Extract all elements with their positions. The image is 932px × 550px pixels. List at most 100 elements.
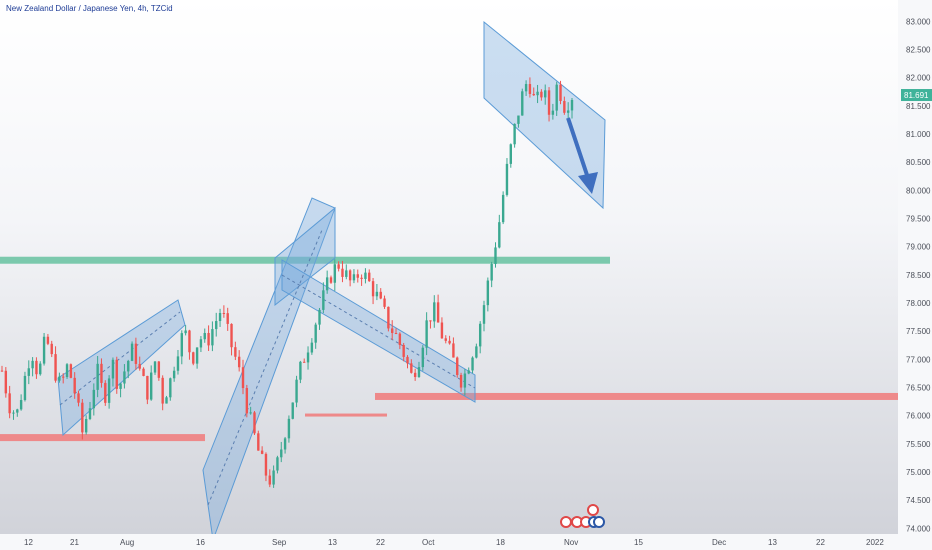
candle-body bbox=[413, 372, 417, 378]
candle-body bbox=[31, 360, 34, 369]
candle-body bbox=[195, 347, 199, 364]
candle-body bbox=[257, 433, 260, 451]
candle-body bbox=[77, 393, 80, 403]
candle-body bbox=[92, 389, 96, 409]
time-axis-label: 22 bbox=[816, 538, 825, 547]
candle-body bbox=[84, 418, 88, 433]
candle-body bbox=[69, 364, 73, 378]
candle-body bbox=[391, 328, 394, 334]
candle-body bbox=[50, 343, 53, 355]
candle-body bbox=[406, 356, 409, 364]
candle-body bbox=[563, 100, 566, 113]
candle-body bbox=[100, 363, 103, 383]
candle-body bbox=[482, 305, 486, 324]
candle-body bbox=[410, 363, 413, 373]
candle-body bbox=[138, 363, 141, 369]
candle-body bbox=[475, 346, 478, 358]
candle-body bbox=[521, 91, 524, 116]
candle-body bbox=[299, 361, 302, 380]
candle-body bbox=[486, 280, 490, 306]
candle-body bbox=[402, 345, 405, 357]
channel-midline bbox=[207, 229, 323, 506]
price-axis-label: 74.000 bbox=[906, 524, 931, 533]
candle-body bbox=[310, 342, 314, 353]
candle-body bbox=[440, 322, 444, 339]
candle-body bbox=[459, 374, 463, 388]
candle-body bbox=[199, 339, 203, 348]
candle-body bbox=[192, 352, 195, 364]
candle-body bbox=[230, 323, 233, 348]
candle-body bbox=[88, 408, 92, 419]
candle-body bbox=[264, 453, 268, 476]
candle-body bbox=[39, 363, 42, 375]
candle-body bbox=[559, 84, 562, 101]
candle-body bbox=[314, 324, 317, 343]
candle-body bbox=[566, 110, 570, 113]
candle-body bbox=[157, 361, 161, 378]
event-marker bbox=[560, 516, 572, 528]
candle-body bbox=[570, 99, 574, 111]
candle-body bbox=[368, 272, 371, 282]
candle-body bbox=[180, 333, 183, 357]
candle-body bbox=[46, 336, 50, 344]
candle-body bbox=[222, 313, 226, 315]
candle-body bbox=[463, 373, 467, 388]
candle-body bbox=[513, 123, 516, 145]
candle-body bbox=[73, 377, 76, 394]
price-axis-label: 79.500 bbox=[906, 214, 931, 223]
candle-body bbox=[176, 356, 180, 371]
candle-body bbox=[348, 270, 352, 281]
candle-body bbox=[184, 330, 187, 334]
candle-body bbox=[333, 264, 337, 283]
candle-body bbox=[153, 361, 157, 373]
time-axis-label: 22 bbox=[376, 538, 385, 547]
candle-body bbox=[540, 91, 543, 98]
price-axis-label: 80.500 bbox=[906, 158, 931, 167]
candle-body bbox=[4, 370, 8, 394]
candle-body bbox=[8, 393, 11, 414]
price-axis-label: 81.500 bbox=[906, 102, 931, 111]
candle-body bbox=[211, 329, 214, 346]
candle-body bbox=[19, 400, 23, 410]
candle-body bbox=[245, 388, 249, 414]
time-axis-label: 12 bbox=[24, 538, 33, 547]
candle-body bbox=[555, 84, 558, 111]
candle-body bbox=[379, 291, 382, 299]
candle-body bbox=[249, 412, 252, 414]
price-axis-label: 76.500 bbox=[906, 384, 931, 393]
candle-body bbox=[58, 376, 61, 381]
last-price-tag bbox=[901, 89, 932, 102]
price-axis-label: 76.000 bbox=[906, 412, 931, 421]
candle-body bbox=[142, 368, 145, 376]
price-axis-label: 80.000 bbox=[906, 186, 931, 195]
candle-body bbox=[364, 272, 367, 279]
candle-body bbox=[253, 412, 256, 434]
candle-body bbox=[134, 343, 138, 364]
channel-4 bbox=[281, 259, 476, 403]
candle-body bbox=[318, 309, 321, 325]
candle-body bbox=[276, 457, 279, 471]
candle-body bbox=[96, 363, 99, 390]
price-axis-label: 75.000 bbox=[906, 468, 931, 477]
candle-body bbox=[322, 290, 325, 310]
projection-arrow-shaft bbox=[566, 117, 590, 179]
candle-body bbox=[478, 323, 482, 347]
channel-midline bbox=[59, 311, 181, 406]
candle-body bbox=[501, 194, 505, 223]
candle-body bbox=[551, 110, 555, 115]
candle-body bbox=[237, 356, 241, 368]
candle-body bbox=[169, 378, 172, 398]
candle-body bbox=[429, 320, 432, 322]
candle-body bbox=[54, 354, 57, 381]
candle-body bbox=[383, 298, 386, 307]
price-axis-label: 78.000 bbox=[906, 299, 931, 308]
support-zone-right bbox=[375, 392, 898, 400]
time-axis-label: Dec bbox=[712, 538, 726, 547]
candle-body bbox=[544, 90, 547, 98]
price-axis-label: 74.500 bbox=[906, 496, 931, 505]
channel-1 bbox=[57, 299, 186, 437]
candle-body bbox=[517, 115, 520, 124]
candle-body bbox=[272, 470, 275, 485]
